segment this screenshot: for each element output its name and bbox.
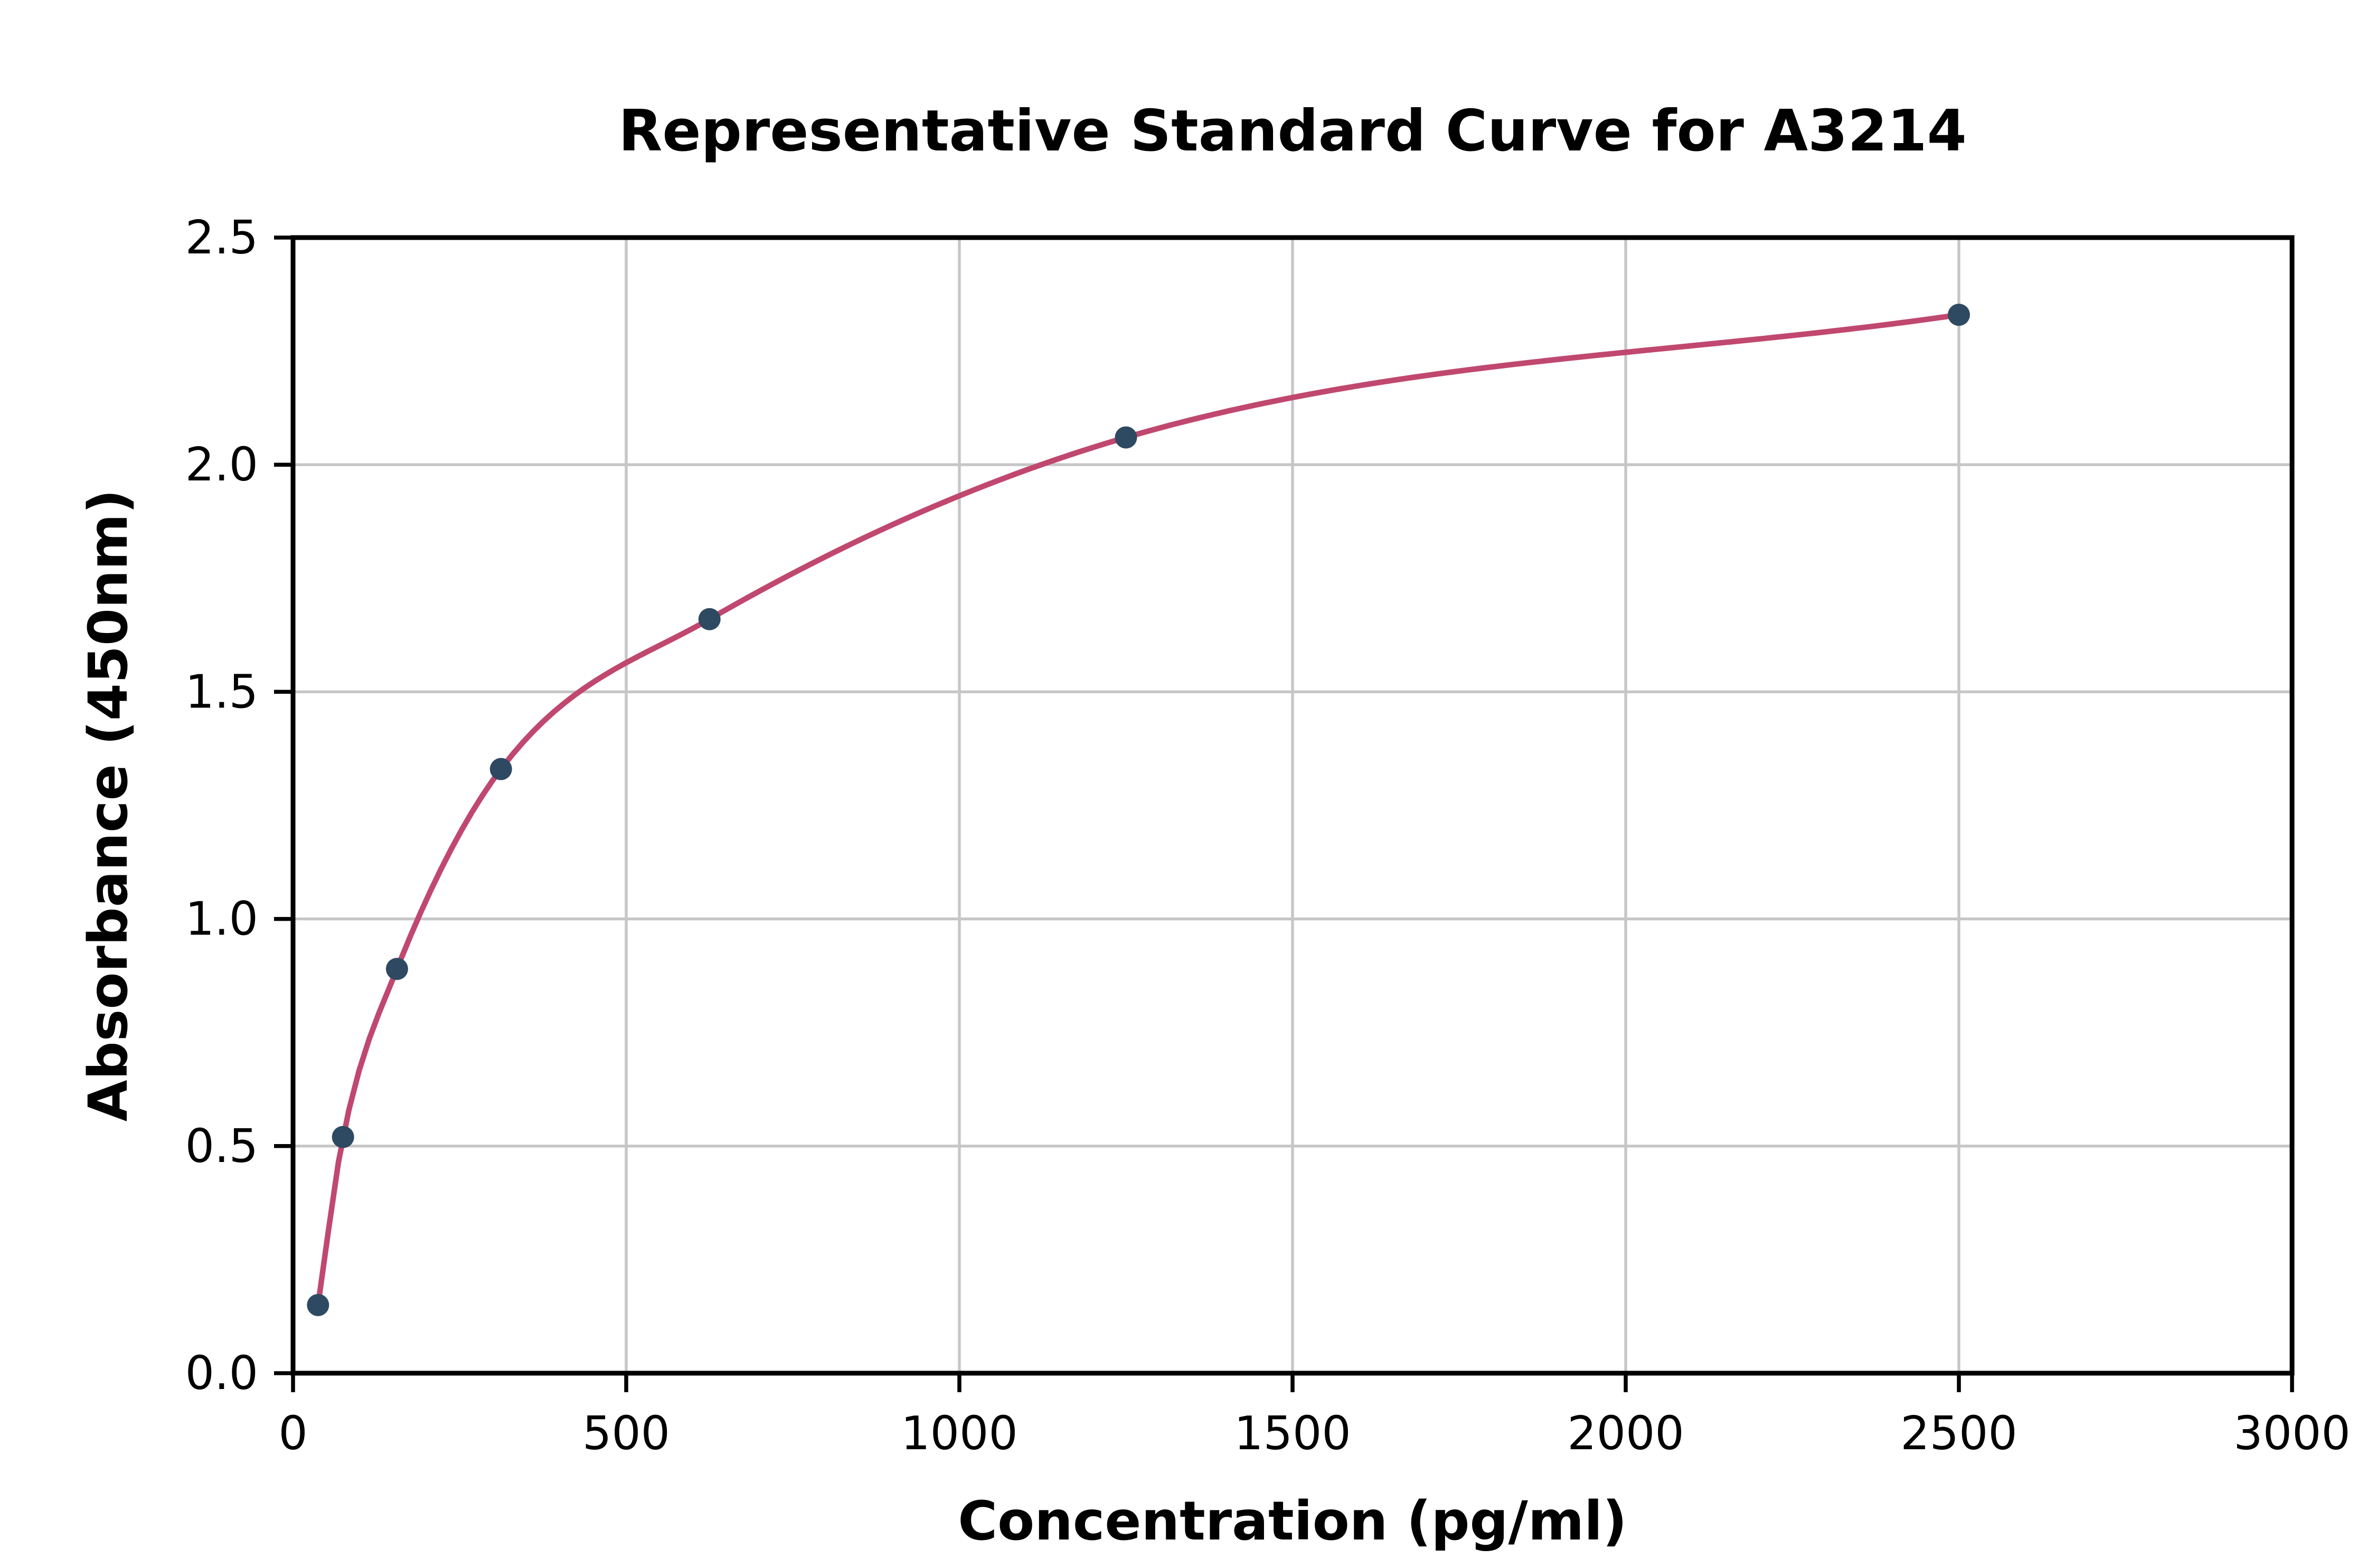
y-tick-label: 2.5 xyxy=(185,211,258,265)
x-tick-label: 1000 xyxy=(901,1406,1017,1460)
y-tick-label: 2.0 xyxy=(185,438,258,492)
data-point xyxy=(307,1293,329,1316)
data-point xyxy=(385,958,408,980)
x-tick-label: 0 xyxy=(278,1406,307,1460)
y-tick-label: 0.5 xyxy=(185,1119,258,1173)
x-axis-label: Concentration (pg/ml) xyxy=(958,1490,1627,1553)
x-tick-label: 500 xyxy=(582,1406,670,1460)
data-points xyxy=(307,304,1970,1316)
x-tick-label: 3000 xyxy=(2233,1406,2350,1460)
y-tick-label: 1.0 xyxy=(185,892,258,946)
chart-title: Representative Standard Curve for A3214 xyxy=(618,98,1966,164)
x-tick-label: 1500 xyxy=(1234,1406,1351,1460)
data-point xyxy=(332,1126,354,1148)
fit-curve xyxy=(315,312,1962,1308)
y-axis-label: Absorbance (450nm) xyxy=(77,489,140,1122)
y-tick-label: 1.5 xyxy=(185,665,258,719)
y-tick-label: 0.0 xyxy=(185,1346,258,1400)
x-tick-label: 2500 xyxy=(1900,1406,2017,1460)
data-point xyxy=(698,608,721,630)
tick-marks xyxy=(274,235,2294,1392)
data-point xyxy=(489,758,512,780)
x-tick-label: 2000 xyxy=(1567,1406,1684,1460)
data-point xyxy=(1115,426,1137,449)
data-point xyxy=(1948,304,1970,326)
